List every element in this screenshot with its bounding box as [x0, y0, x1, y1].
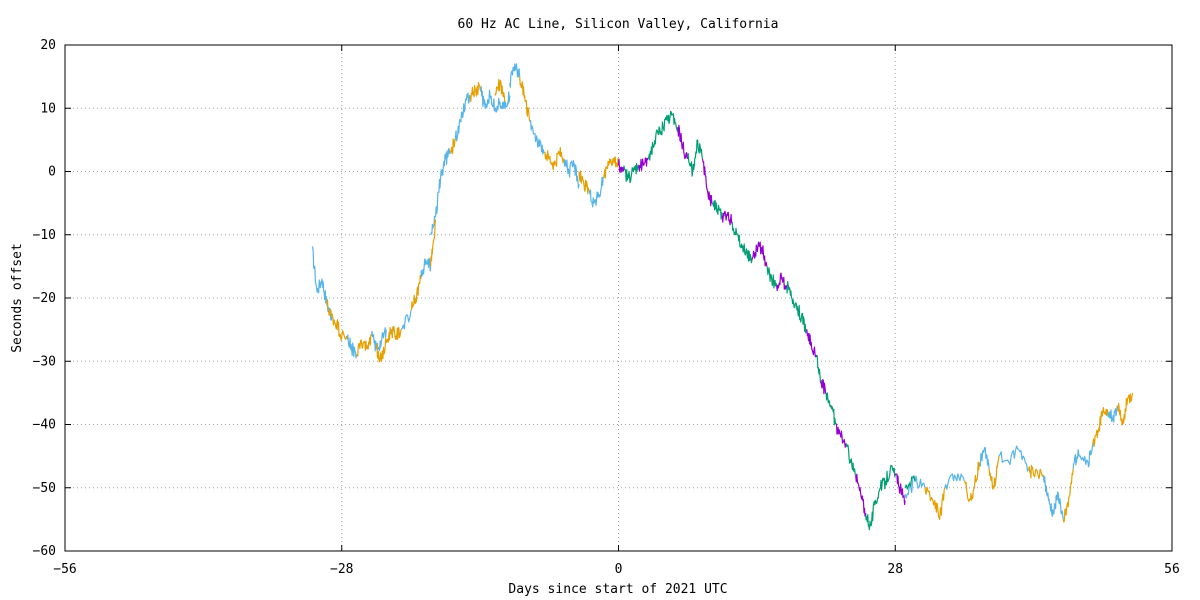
series-line-segment	[311, 246, 333, 321]
series-line-segment	[998, 445, 1030, 472]
series-line-segment	[924, 486, 946, 520]
series-line-segment	[410, 274, 422, 311]
series-line-segment	[825, 392, 837, 426]
series-line-segment	[430, 147, 452, 235]
series-lines	[311, 63, 1134, 531]
series-line-segment	[978, 447, 990, 469]
x-tick-label: 0	[615, 562, 623, 577]
series-line-segment	[1072, 443, 1094, 469]
series-line-segment	[603, 156, 620, 179]
x-tick-label: 28	[887, 562, 903, 577]
series-line-segment	[855, 473, 867, 517]
series-line-segment	[751, 241, 768, 267]
series-line-segment	[622, 163, 639, 184]
series-line-segment	[578, 170, 590, 195]
grid-lines	[65, 45, 1172, 551]
y-tick-label: 20	[40, 38, 56, 53]
series-line-segment	[370, 327, 387, 352]
series-line-segment	[375, 325, 402, 363]
series-line-segment	[964, 461, 980, 502]
y-tick-label: −50	[33, 481, 56, 496]
y-tick-label: −40	[33, 418, 56, 433]
series-line-segment	[776, 272, 788, 292]
series-line-segment	[944, 473, 965, 490]
series-line-segment	[519, 76, 531, 121]
series-line-segment	[529, 120, 545, 155]
series-line-segment	[835, 423, 847, 448]
series-line-segment	[1107, 405, 1119, 423]
series-line-segment	[454, 92, 471, 142]
series-line-segment	[1117, 392, 1134, 426]
series-line-segment	[430, 219, 437, 267]
series-line-segment	[617, 158, 624, 174]
series-line-segment	[1042, 475, 1064, 520]
series-line-segment	[509, 63, 521, 88]
series-line-segment	[588, 176, 605, 208]
series-line-segment	[544, 147, 565, 171]
series-line-segment	[326, 299, 348, 342]
series-line-segment	[815, 354, 822, 384]
series-line-segment	[563, 158, 580, 189]
y-tick-label: 0	[48, 165, 56, 180]
series-line-segment	[479, 86, 511, 113]
series-line-segment	[1028, 464, 1044, 480]
series-line-segment	[1092, 407, 1109, 448]
y-axis-label: Seconds offset	[10, 243, 25, 353]
series-line-segment	[894, 473, 906, 506]
x-tick-label: −28	[330, 562, 353, 577]
x-tick-label: 56	[1164, 562, 1180, 577]
x-axis-label: Days since start of 2021 UTC	[508, 582, 727, 597]
series-line-segment	[865, 464, 896, 531]
series-line-segment	[701, 158, 713, 207]
series-line-segment	[638, 157, 649, 172]
series-line-segment	[820, 379, 827, 395]
series-line-segment	[845, 443, 857, 476]
series-line-segment	[494, 78, 506, 102]
series-line-segment	[785, 281, 807, 334]
y-tick-label: −30	[33, 354, 56, 369]
y-tick-label: 10	[40, 101, 56, 116]
series-line-segment	[1062, 468, 1074, 523]
series-line-segment	[469, 82, 481, 103]
series-line-segment	[420, 257, 432, 280]
series-line-segment	[721, 210, 733, 226]
series-line-segment	[687, 139, 704, 177]
series-line-segment	[346, 334, 358, 359]
y-tick-label: −20	[33, 291, 56, 306]
series-line-segment	[647, 110, 679, 161]
y-tick-label: −60	[33, 544, 56, 559]
series-line-segment	[711, 199, 723, 220]
series-line-segment	[988, 456, 1000, 490]
series-line-segment	[449, 138, 456, 155]
series-line-segment	[904, 475, 916, 490]
y-tick-label: −10	[33, 228, 56, 243]
x-tick-label: −56	[53, 562, 76, 577]
series-line-segment	[677, 124, 689, 160]
series-line-segment	[356, 334, 372, 357]
series-line-segment	[766, 266, 778, 289]
series-line-segment	[806, 329, 817, 358]
series-line-segment	[400, 310, 412, 330]
chart-title: 60 Hz AC Line, Silicon Valley, Californi…	[458, 17, 779, 32]
axis-ticks: −56 −28 0 28 56 20 10 0 −10 −20 −30 −40 −50 −60	[33, 38, 1180, 577]
series-line-segment	[731, 222, 753, 264]
